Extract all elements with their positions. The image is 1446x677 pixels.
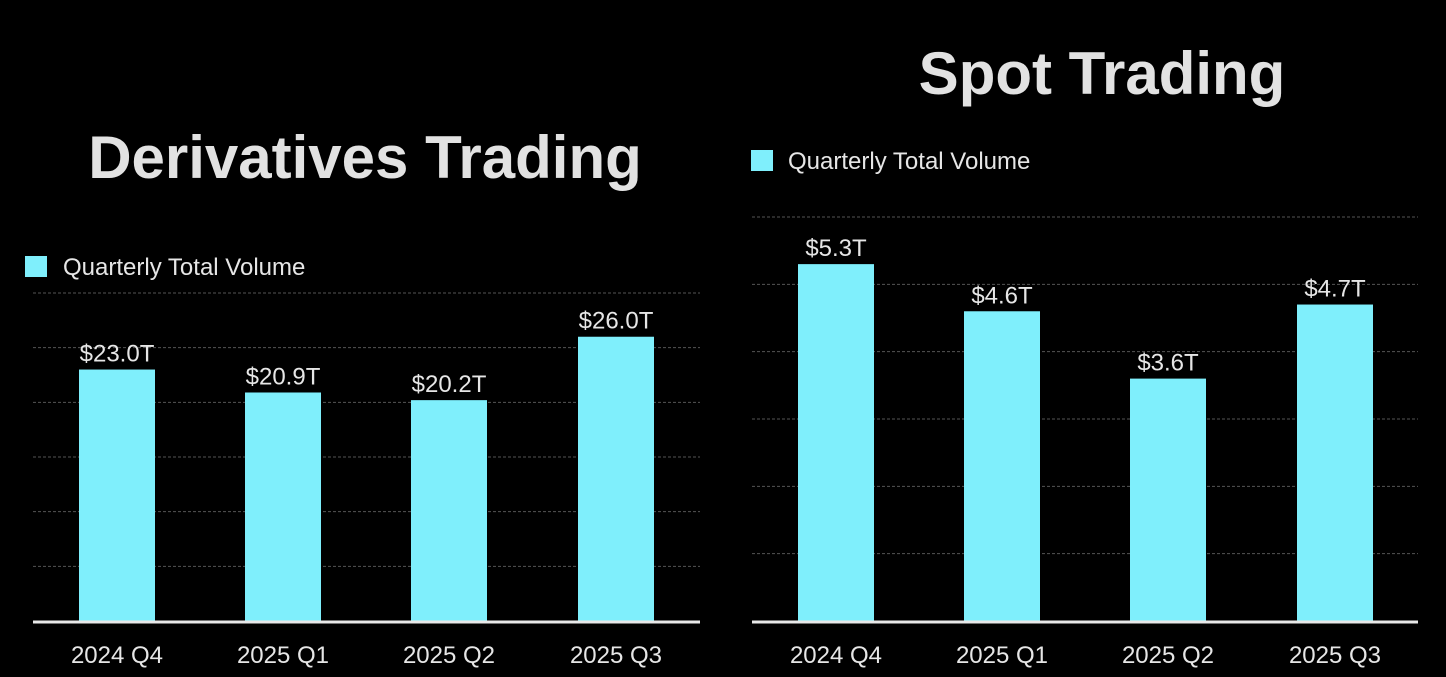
x-tick-label: 2025 Q3	[1289, 642, 1381, 669]
derivatives-chart: $23.0T 2024 Q4 $20.9T 2025 Q1 $20.2T 2025 Q2 $…	[33, 292, 700, 669]
bar-2025-q3	[578, 336, 654, 621]
bar-2025-q1	[245, 392, 321, 621]
x-tick-label: 2025 Q2	[403, 642, 495, 669]
spot-chart: $5.3T 2024 Q4 $4.6T 2025 Q1 $3.6T 2025 Q2 $4.7…	[752, 216, 1418, 669]
x-tick-label: 2025 Q3	[570, 642, 662, 669]
derivatives-legend-label: Quarterly Total Volume	[63, 254, 305, 281]
x-tick-label: 2024 Q4	[790, 642, 882, 669]
bar-2025-q2	[411, 400, 487, 621]
spot-legend-label: Quarterly Total Volume	[788, 148, 1030, 175]
data-label: $4.6T	[971, 282, 1033, 309]
data-label: $3.6T	[1137, 350, 1199, 377]
x-tick-label: 2025 Q1	[956, 642, 1048, 669]
data-label: $20.9T	[246, 363, 321, 390]
derivatives-chart-title: Derivatives Trading	[88, 124, 642, 191]
derivatives-legend-swatch	[25, 256, 47, 277]
bar-2025-q2	[1130, 378, 1206, 621]
bar-2025-q1	[964, 311, 1040, 621]
x-tick-label: 2024 Q4	[71, 642, 163, 669]
bar-2024-q4	[79, 369, 155, 621]
x-tick-label: 2025 Q2	[1122, 642, 1214, 669]
bar-2025-q3	[1297, 304, 1373, 621]
spot-chart-title: Spot Trading	[919, 40, 1286, 107]
data-label: $26.0T	[579, 308, 654, 335]
bar-2024-q4	[798, 264, 874, 621]
spot-legend-swatch	[751, 150, 773, 171]
data-label: $4.7T	[1304, 276, 1366, 303]
x-tick-label: 2025 Q1	[237, 642, 329, 669]
data-label: $5.3T	[805, 235, 867, 262]
data-label: $20.2T	[412, 371, 487, 398]
data-label: $23.0T	[80, 341, 155, 368]
